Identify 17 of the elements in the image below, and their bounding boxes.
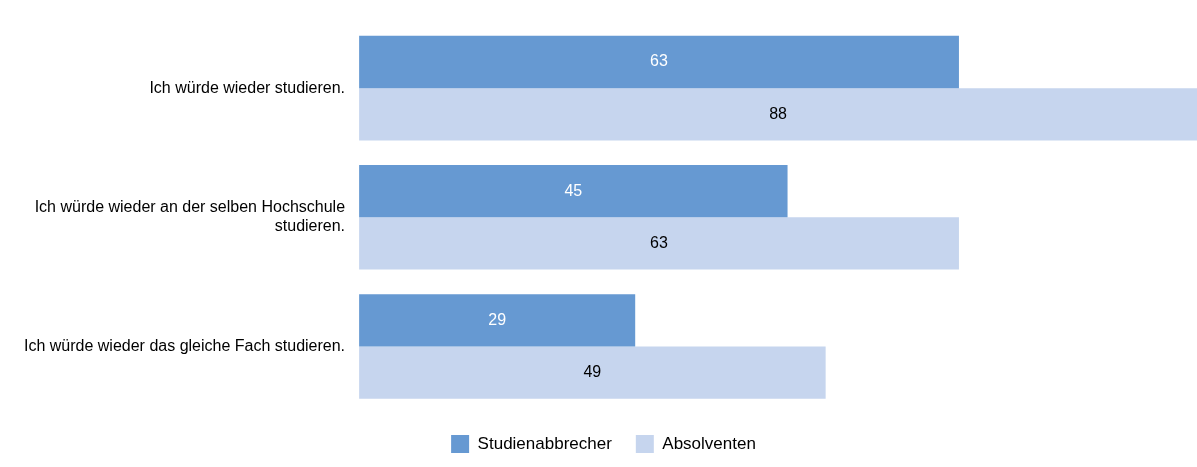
data-label: 45 [564,181,583,199]
y-tick-label: Ich würde wieder an der selben Hochschule studieren. [34,198,346,235]
data-label: 49 [583,362,602,380]
data-label: 88 [769,104,788,122]
y-tick-label: Ich würde wieder das gleiche Fach studieren. [24,336,346,354]
data-label: 63 [650,233,669,251]
bar [359,217,959,270]
y-tick-label: Ich würde wieder studieren. [149,78,346,96]
bar [359,294,636,347]
legend-label: Absolventen [662,433,756,453]
data-label: 63 [650,52,669,70]
bar [359,346,826,399]
bar [359,88,1197,141]
legend-label: Studienabbrecher [477,433,613,453]
bar [359,165,788,218]
data-label: 29 [488,310,507,328]
bar [359,35,959,89]
